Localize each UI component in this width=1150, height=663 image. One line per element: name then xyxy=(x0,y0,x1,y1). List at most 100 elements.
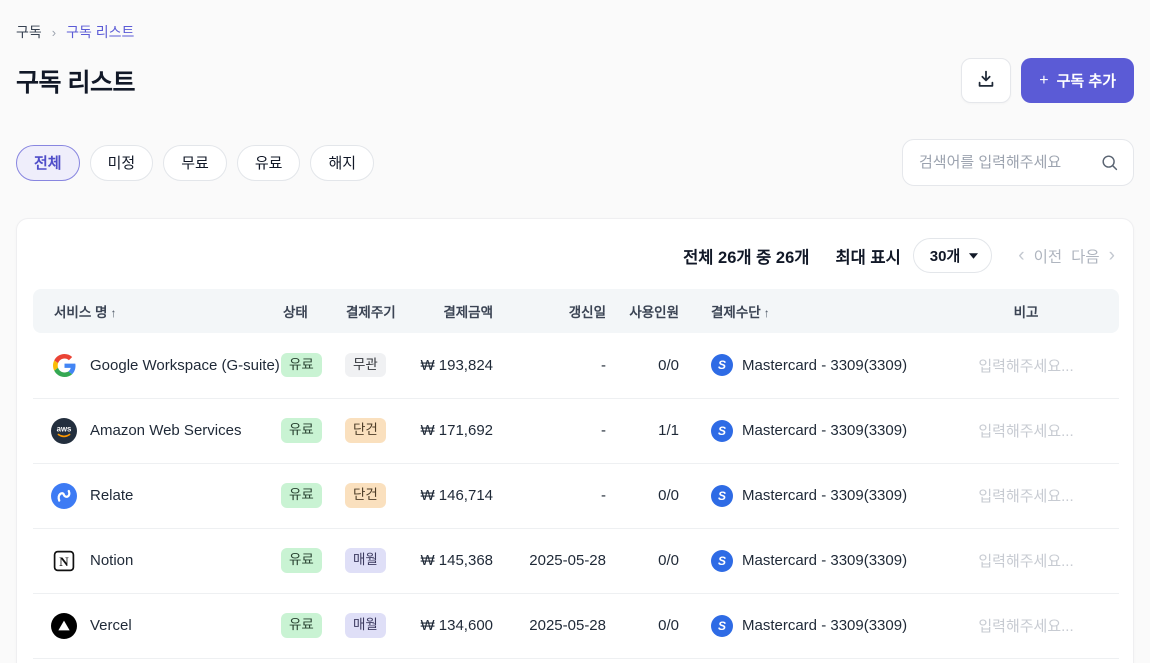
column-header-amount: 결제금액 xyxy=(411,289,503,333)
download-icon xyxy=(975,68,997,93)
download-button[interactable] xyxy=(961,58,1012,103)
max-display-label: 최대 표시 xyxy=(835,248,901,267)
note-input[interactable]: 입력해주세요... xyxy=(978,488,1074,505)
payment-method: Mastercard - 3309(3309) xyxy=(742,356,908,374)
table-row[interactable]: N Notion 유료 매월 ₩ 145,368 2025-05-28 0/0 … xyxy=(33,528,1119,594)
status-badge: 유료 xyxy=(281,418,322,443)
amount-cell: ₩ 171,692 xyxy=(411,398,503,464)
title-actions: + 구독 추가 xyxy=(961,58,1134,103)
filter-chip-paid[interactable]: 유료 xyxy=(236,144,301,181)
breadcrumb-current[interactable]: 구독 리스트 xyxy=(66,24,135,40)
column-header-service[interactable]: 서비스 명 ↑ xyxy=(33,289,281,333)
users-cell: 1/1 xyxy=(616,398,689,464)
note-input[interactable]: 입력해주세요... xyxy=(978,618,1074,635)
page-size-select[interactable]: 30개 xyxy=(912,238,993,273)
table-row[interactable]: Google Workspace (G-suite) 유료 무관 ₩ 193,8… xyxy=(33,333,1119,399)
add-subscription-label: 구독 추가 xyxy=(1056,73,1116,90)
chevron-right-icon[interactable]: › xyxy=(1108,245,1115,266)
prev-page-button[interactable]: 이전 xyxy=(1033,248,1063,266)
breadcrumb-parent[interactable]: 구독 xyxy=(16,24,42,40)
filter-chip-free[interactable]: 무료 xyxy=(163,144,227,181)
cycle-badge: 매월 xyxy=(345,548,386,573)
renewal-date-cell: 2025-05-28 xyxy=(503,528,616,594)
status-badge: 유료 xyxy=(281,548,322,573)
service-name: Relate xyxy=(90,487,134,504)
title-row: 구독 리스트 + 구독 추가 xyxy=(16,58,1134,103)
payment-method: Mastercard - 3309(3309) xyxy=(742,617,908,634)
card-issuer-icon: S xyxy=(711,354,733,377)
cycle-badge: 무관 xyxy=(345,353,386,378)
google-logo xyxy=(52,353,76,377)
status-badge: 유료 xyxy=(281,613,322,638)
page-title: 구독 리스트 xyxy=(16,68,135,97)
users-cell: 0/0 xyxy=(616,593,689,659)
pagination: ‹ 이전 다음 › xyxy=(1018,245,1115,267)
sort-asc-icon: ↑ xyxy=(763,306,770,320)
column-header-users: 사용인원 xyxy=(616,289,689,333)
plus-icon: + xyxy=(1039,71,1049,89)
note-input[interactable]: 입력해주세요... xyxy=(978,357,1074,375)
chevron-left-icon[interactable]: ‹ xyxy=(1018,245,1025,266)
filter-chip-undecided[interactable]: 미정 xyxy=(89,144,154,181)
payment-method: Mastercard - 3309(3309) xyxy=(742,552,908,569)
cycle-badge: 단건 xyxy=(345,418,386,443)
chevron-down-icon xyxy=(969,252,979,259)
status-badge: 유료 xyxy=(281,353,322,378)
amount-cell: ₩ 145,368 xyxy=(411,528,503,594)
cycle-badge: 단건 xyxy=(345,483,386,508)
table-row[interactable]: Relate 유료 단건 ₩ 146,714 - 0/0 S Mastercar… xyxy=(33,463,1119,529)
column-header-payment[interactable]: 결제수단 ↑ xyxy=(689,289,933,333)
page-size-value: 30개 xyxy=(929,248,961,265)
card-issuer-icon: S xyxy=(711,484,733,507)
users-cell: 0/0 xyxy=(616,463,689,529)
aws-logo: aws xyxy=(51,417,77,444)
column-header-status: 상태 xyxy=(281,289,345,333)
service-name: Google Workspace (G-suite) xyxy=(90,356,280,374)
search-input[interactable] xyxy=(919,154,1100,171)
next-page-button[interactable]: 다음 xyxy=(1071,248,1100,266)
svg-text:aws: aws xyxy=(57,424,72,433)
payment-method: Mastercard - 3309(3309) xyxy=(742,487,908,504)
amount-cell: ₩ 193,824 xyxy=(411,333,503,399)
add-subscription-button[interactable]: + 구독 추가 xyxy=(1021,58,1134,103)
card-issuer-icon: S xyxy=(711,614,733,637)
filter-chip-all[interactable]: 전체 xyxy=(16,144,80,181)
subscription-table-card: 전체 26개 중 26개 최대 표시 30개 ‹ 이전 다음 › xyxy=(16,218,1134,663)
max-display-control: 최대 표시 30개 xyxy=(835,238,993,273)
cycle-badge: 매월 xyxy=(345,613,386,638)
column-header-cycle: 결제주기 xyxy=(345,289,411,333)
table-controls: 전체 26개 중 26개 최대 표시 30개 ‹ 이전 다음 › xyxy=(33,235,1117,273)
breadcrumb-separator-icon: › xyxy=(51,24,57,40)
status-badge: 유료 xyxy=(281,483,322,508)
payment-method: Mastercard - 3309(3309) xyxy=(742,422,908,439)
service-name: Amazon Web Services xyxy=(90,422,242,439)
breadcrumb: 구독 › 구독 리스트 xyxy=(16,0,1134,42)
status-filter-chips: 전체 미정 무료 유료 해지 xyxy=(16,144,375,181)
service-name: Vercel xyxy=(90,617,132,634)
search-icon[interactable] xyxy=(1100,153,1119,172)
renewal-date-cell: - xyxy=(503,398,616,464)
note-input[interactable]: 입력해주세요... xyxy=(978,553,1074,570)
column-header-note: 비고 xyxy=(933,289,1119,333)
table-row[interactable]: aws Amazon Web Services 유료 단건 ₩ 171,692 … xyxy=(33,398,1119,464)
filter-row: 전체 미정 무료 유료 해지 xyxy=(16,139,1134,186)
svg-text:N: N xyxy=(59,553,69,568)
filter-chip-cancelled[interactable]: 해지 xyxy=(310,144,375,181)
note-input[interactable]: 입력해주세요... xyxy=(978,423,1074,440)
service-name: Notion xyxy=(90,552,134,569)
card-issuer-icon: S xyxy=(711,419,733,442)
amount-cell: ₩ 146,714 xyxy=(411,463,503,529)
search-box xyxy=(902,139,1134,186)
users-cell: 0/0 xyxy=(616,333,689,399)
table-header-row: 서비스 명 ↑ 상태 결제주기 결제금액 갱신일 사용인원 결제수단 ↑ 비고 xyxy=(33,289,1119,333)
column-header-renewal: 갱신일 xyxy=(503,289,616,333)
renewal-date-cell: 2025-05-28 xyxy=(503,593,616,659)
vercel-logo xyxy=(51,612,77,639)
renewal-date-cell: - xyxy=(503,333,616,399)
amount-cell: ₩ 134,600 xyxy=(411,593,503,659)
users-cell: 0/0 xyxy=(616,528,689,594)
sort-asc-icon: ↑ xyxy=(110,306,117,320)
table-row[interactable]: Vercel 유료 매월 ₩ 134,600 2025-05-28 0/0 S … xyxy=(33,593,1119,659)
card-issuer-icon: S xyxy=(711,549,733,572)
